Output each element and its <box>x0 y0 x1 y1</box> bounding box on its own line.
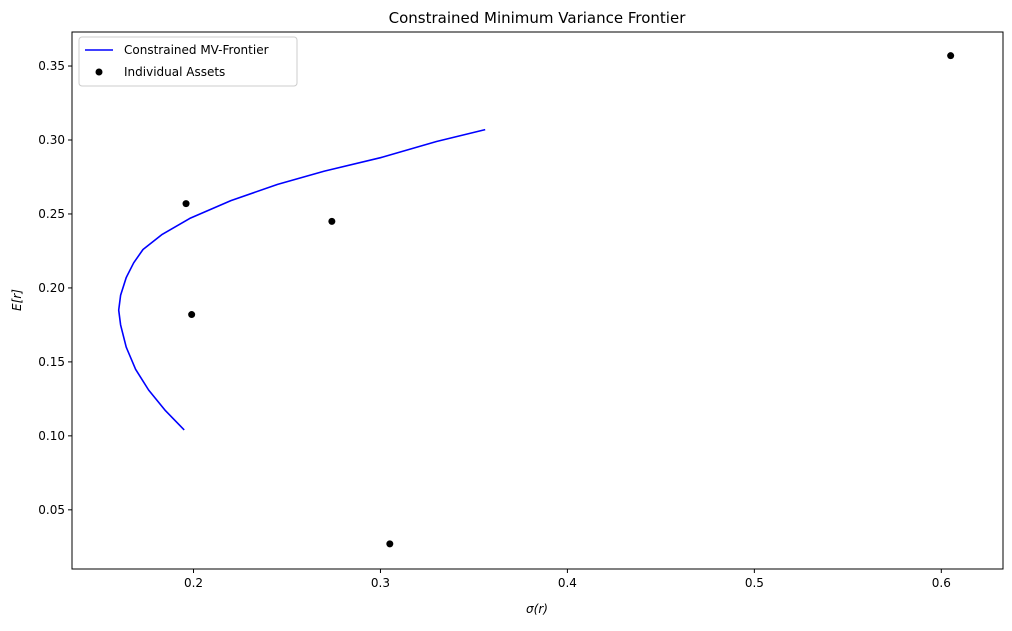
legend-box <box>78 36 298 87</box>
asset-point <box>386 540 394 548</box>
series-layer <box>117 52 955 548</box>
x-tick-label: 0.2 <box>184 576 203 590</box>
legend-marker-swatch <box>95 68 103 76</box>
asset-point <box>188 311 196 319</box>
y-tick-label: 0.30 <box>38 133 65 147</box>
y-tick-label: 0.15 <box>38 355 65 369</box>
ticks-layer: 0.2 0.3 0.4 0.5 0.6 0.05 0.10 0.15 0.20 0.25 0.30 0… <box>38 59 951 590</box>
x-tick-label: 0.6 <box>932 576 951 590</box>
frontier-line <box>117 128 486 431</box>
chart-title: Constrained Minimum Variance Frontier <box>389 9 687 27</box>
asset-point <box>947 52 955 60</box>
y-tick-label: 0.20 <box>38 281 65 295</box>
legend-label-assets: Individual Assets <box>124 65 225 79</box>
plot-area <box>71 31 1004 570</box>
y-tick-label: 0.05 <box>38 503 65 517</box>
y-tick-label: 0.35 <box>38 59 65 73</box>
x-tick-label: 0.4 <box>558 576 577 590</box>
legend: Constrained MV-Frontier Individual Asset… <box>78 36 298 87</box>
x-axis-label: σ(r) <box>526 602 548 616</box>
asset-point <box>182 200 190 208</box>
x-tick-label: 0.3 <box>371 576 390 590</box>
asset-point <box>328 217 336 225</box>
x-tick-label: 0.5 <box>745 576 764 590</box>
y-axis-label: E[r] <box>10 289 24 311</box>
y-tick-label: 0.10 <box>38 429 65 443</box>
y-tick-label: 0.25 <box>38 207 65 221</box>
legend-label-frontier: Constrained MV-Frontier <box>124 43 269 57</box>
